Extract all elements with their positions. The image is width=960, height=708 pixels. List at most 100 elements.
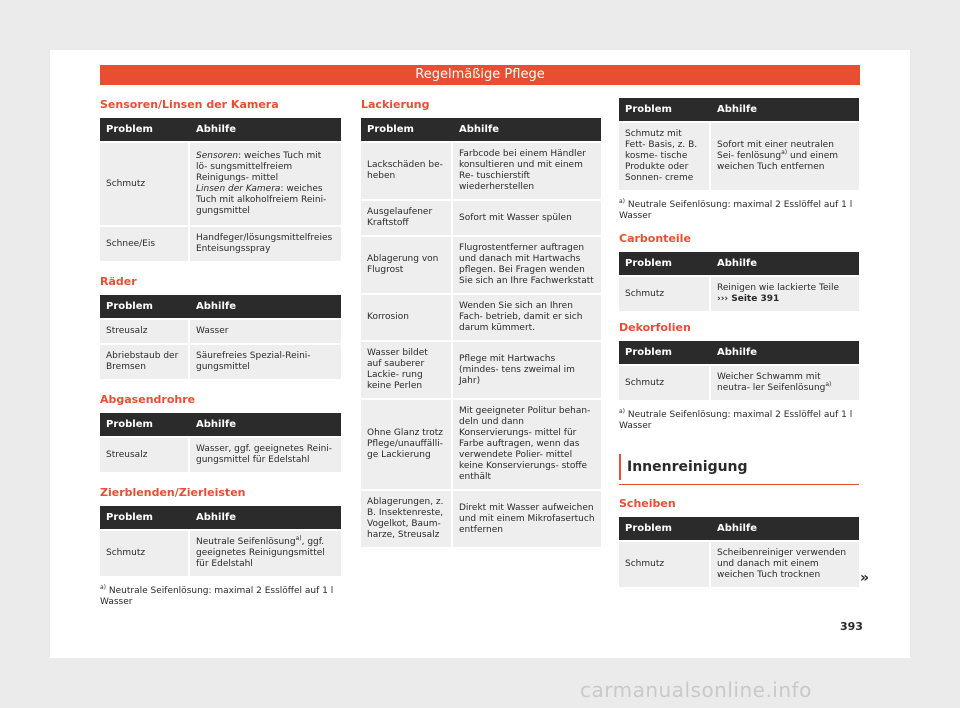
cell-problem: Schmutz <box>619 364 711 400</box>
remedy-text: Reinigen wie lackierte Teile <box>717 283 840 293</box>
table-row: Ausgelaufener Kraftstoff Sofort mit Wass… <box>361 199 601 235</box>
cell-remedy: Neutrale Seifenlösunga), ggf. geeignetes… <box>190 529 341 576</box>
table-row: Schmutz mit Fett- Basis, z. B. kosme- ti… <box>619 121 859 190</box>
watermark: carmanualsonline.info <box>580 678 812 702</box>
cell-remedy: Sofort mit einer neutralen Sei- fenlösun… <box>711 121 859 190</box>
cell-remedy: Handfeger/lösungsmittelfreies Enteisungs… <box>190 225 341 261</box>
cell-problem: Ohne Glanz trotz Pflege/unauffälli- ge L… <box>361 398 453 489</box>
section-title-scheiben: Scheiben <box>619 497 676 510</box>
footnote-ref: a) <box>781 149 788 156</box>
table-header-row: Problem Abhilfe <box>100 118 341 141</box>
footnote: a) Neutrale Seifenlösung: maximal 2 Essl… <box>619 408 859 432</box>
cell-remedy: Säurefreies Spezial-Reini- gungsmittel <box>190 343 341 379</box>
section-title-kamera: Sensoren/Linsen der Kamera <box>100 98 279 111</box>
table-row: Streusalz Wasser <box>100 318 341 343</box>
footnote-mark: a) <box>100 584 107 591</box>
footnote-mark: a) <box>619 198 626 205</box>
cell-problem: Ausgelaufener Kraftstoff <box>361 199 453 235</box>
table-row: Schmutz Weicher Schwamm mit neutra- ler … <box>619 364 859 400</box>
header-remedy: Abhilfe <box>711 341 859 364</box>
table-header-row: Problem Abhilfe <box>619 98 859 121</box>
text-linsen: : weiches Tuch mit alkoholfreiem Reini- … <box>196 184 327 216</box>
table-row: Ablagerungen, z. B. Insektenreste, Vogel… <box>361 489 601 547</box>
header-remedy: Abhilfe <box>453 118 601 141</box>
cell-problem: Schmutz mit Fett- Basis, z. B. kosme- ti… <box>619 121 711 190</box>
table-lack-continued: Problem Abhilfe Schmutz mit Fett- Basis,… <box>619 98 859 190</box>
footnote: a) Neutrale Seifenlösung: maximal 2 Essl… <box>100 584 341 608</box>
cell-remedy: Farbcode bei einem Händler konsultieren … <box>453 141 601 199</box>
table-scheiben: Problem Abhilfe Schmutz Scheibenreiniger… <box>619 517 859 587</box>
cell-problem: Korrosion <box>361 293 453 340</box>
table-header-row: Problem Abhilfe <box>619 517 859 540</box>
cell-problem: Abriebstaub der Bremsen <box>100 343 190 379</box>
section-title-dekor: Dekorfolien <box>619 321 691 334</box>
table-header-row: Problem Abhilfe <box>100 413 341 436</box>
cell-problem: Wasser bildet auf sauberer Lackie- rung … <box>361 340 453 398</box>
header-problem: Problem <box>361 118 453 141</box>
table-row: Lackschäden be- heben Farbcode bei einem… <box>361 141 601 199</box>
cell-remedy: Scheibenreiniger verwenden und danach mi… <box>711 540 859 587</box>
table-row: Abriebstaub der Bremsen Säurefreies Spez… <box>100 343 341 379</box>
cell-remedy: Direkt mit Wasser aufweichen und mit ein… <box>453 489 601 547</box>
label-sensoren: Sensoren <box>196 151 239 161</box>
page-header: Regelmäßige Pflege <box>100 65 860 85</box>
cell-problem: Ablagerung von Flugrost <box>361 235 453 293</box>
section-title-raeder: Räder <box>100 275 137 288</box>
table-header-row: Problem Abhilfe <box>100 506 341 529</box>
cell-problem: Schmutz <box>100 529 190 576</box>
header-remedy: Abhilfe <box>190 295 341 318</box>
header-problem: Problem <box>100 413 190 436</box>
cell-remedy: Wasser, ggf. geeignetes Reini- gungsmitt… <box>190 436 341 472</box>
column-right: Problem Abhilfe Schmutz mit Fett- Basis,… <box>619 98 859 587</box>
chapter-heading: Innenreinigung <box>619 454 859 485</box>
remedy-text: Sofort mit einer neutralen Sei- fenlösun… <box>717 140 834 161</box>
header-problem: Problem <box>619 341 711 364</box>
cell-remedy: Sofort mit Wasser spülen <box>453 199 601 235</box>
section-title-abgas: Abgasendrohre <box>100 393 196 406</box>
footnote-text: Neutrale Seifenlösung: maximal 2 Esslöff… <box>100 586 334 607</box>
footnote-text: Neutrale Seifenlösung: maximal 2 Esslöff… <box>619 200 853 221</box>
table-carbon: Problem Abhilfe Schmutz Reinigen wie lac… <box>619 252 859 311</box>
column-middle: Lackierung Problem Abhilfe Lackschäden b… <box>361 98 601 547</box>
cell-problem: Schmutz <box>100 141 190 225</box>
section-title-zier: Zierblenden/Zierleisten <box>100 486 246 499</box>
cell-problem: Ablagerungen, z. B. Insektenreste, Vogel… <box>361 489 453 547</box>
table-row: Ohne Glanz trotz Pflege/unauffälli- ge L… <box>361 398 601 489</box>
cell-problem: Schnee/Eis <box>100 225 190 261</box>
header-remedy: Abhilfe <box>711 98 859 121</box>
page-number: 393 <box>840 620 863 633</box>
page-reference-link[interactable]: ››› Seite 391 <box>717 294 780 304</box>
header-problem: Problem <box>619 98 711 121</box>
table-row: Streusalz Wasser, ggf. geeignetes Reini-… <box>100 436 341 472</box>
table-zier: Problem Abhilfe Schmutz Neutrale Seifenl… <box>100 506 341 576</box>
header-problem: Problem <box>100 118 190 141</box>
chapter-title: Innenreinigung <box>627 459 748 475</box>
column-left: Sensoren/Linsen der Kamera Problem Abhil… <box>100 98 341 608</box>
table-row: Schmutz Reinigen wie lackierte Teile ›››… <box>619 275 859 311</box>
footnote-text: Neutrale Seifenlösung: maximal 2 Esslöff… <box>619 410 853 431</box>
text-sensoren: : weiches Tuch mit lö- sungsmittelfreiem… <box>196 151 322 183</box>
remedy-text: Weicher Schwamm mit neutra- ler Seifenlö… <box>717 372 826 393</box>
cell-remedy: Wasser <box>190 318 341 343</box>
cell-problem: Streusalz <box>100 318 190 343</box>
cell-remedy: Mit geeigneter Politur behan- deln und d… <box>453 398 601 489</box>
cell-problem: Schmutz <box>619 540 711 587</box>
table-header-row: Problem Abhilfe <box>361 118 601 141</box>
header-problem: Problem <box>100 295 190 318</box>
table-row: Schmutz Neutrale Seifenlösunga), ggf. ge… <box>100 529 341 576</box>
table-dekor: Problem Abhilfe Schmutz Weicher Schwamm … <box>619 341 859 400</box>
header-remedy: Abhilfe <box>190 413 341 436</box>
table-row: Schmutz Scheibenreiniger verwenden und d… <box>619 540 859 587</box>
header-remedy: Abhilfe <box>190 506 341 529</box>
footnote-mark: a) <box>619 408 626 415</box>
header-problem: Problem <box>619 517 711 540</box>
table-lack: Problem Abhilfe Lackschäden be- heben Fa… <box>361 118 601 547</box>
cell-remedy: Wenden Sie sich an Ihren Fach- betrieb, … <box>453 293 601 340</box>
cell-remedy: Sensoren: weiches Tuch mit lö- sungsmitt… <box>190 141 341 225</box>
cell-problem: Lackschäden be- heben <box>361 141 453 199</box>
remedy-text: Neutrale Seifenlösung <box>196 537 296 547</box>
header-problem: Problem <box>619 252 711 275</box>
table-abgas: Problem Abhilfe Streusalz Wasser, ggf. g… <box>100 413 341 472</box>
table-row: Korrosion Wenden Sie sich an Ihren Fach-… <box>361 293 601 340</box>
remedy-text: und einem weichen Tuch entfernen <box>717 151 839 172</box>
